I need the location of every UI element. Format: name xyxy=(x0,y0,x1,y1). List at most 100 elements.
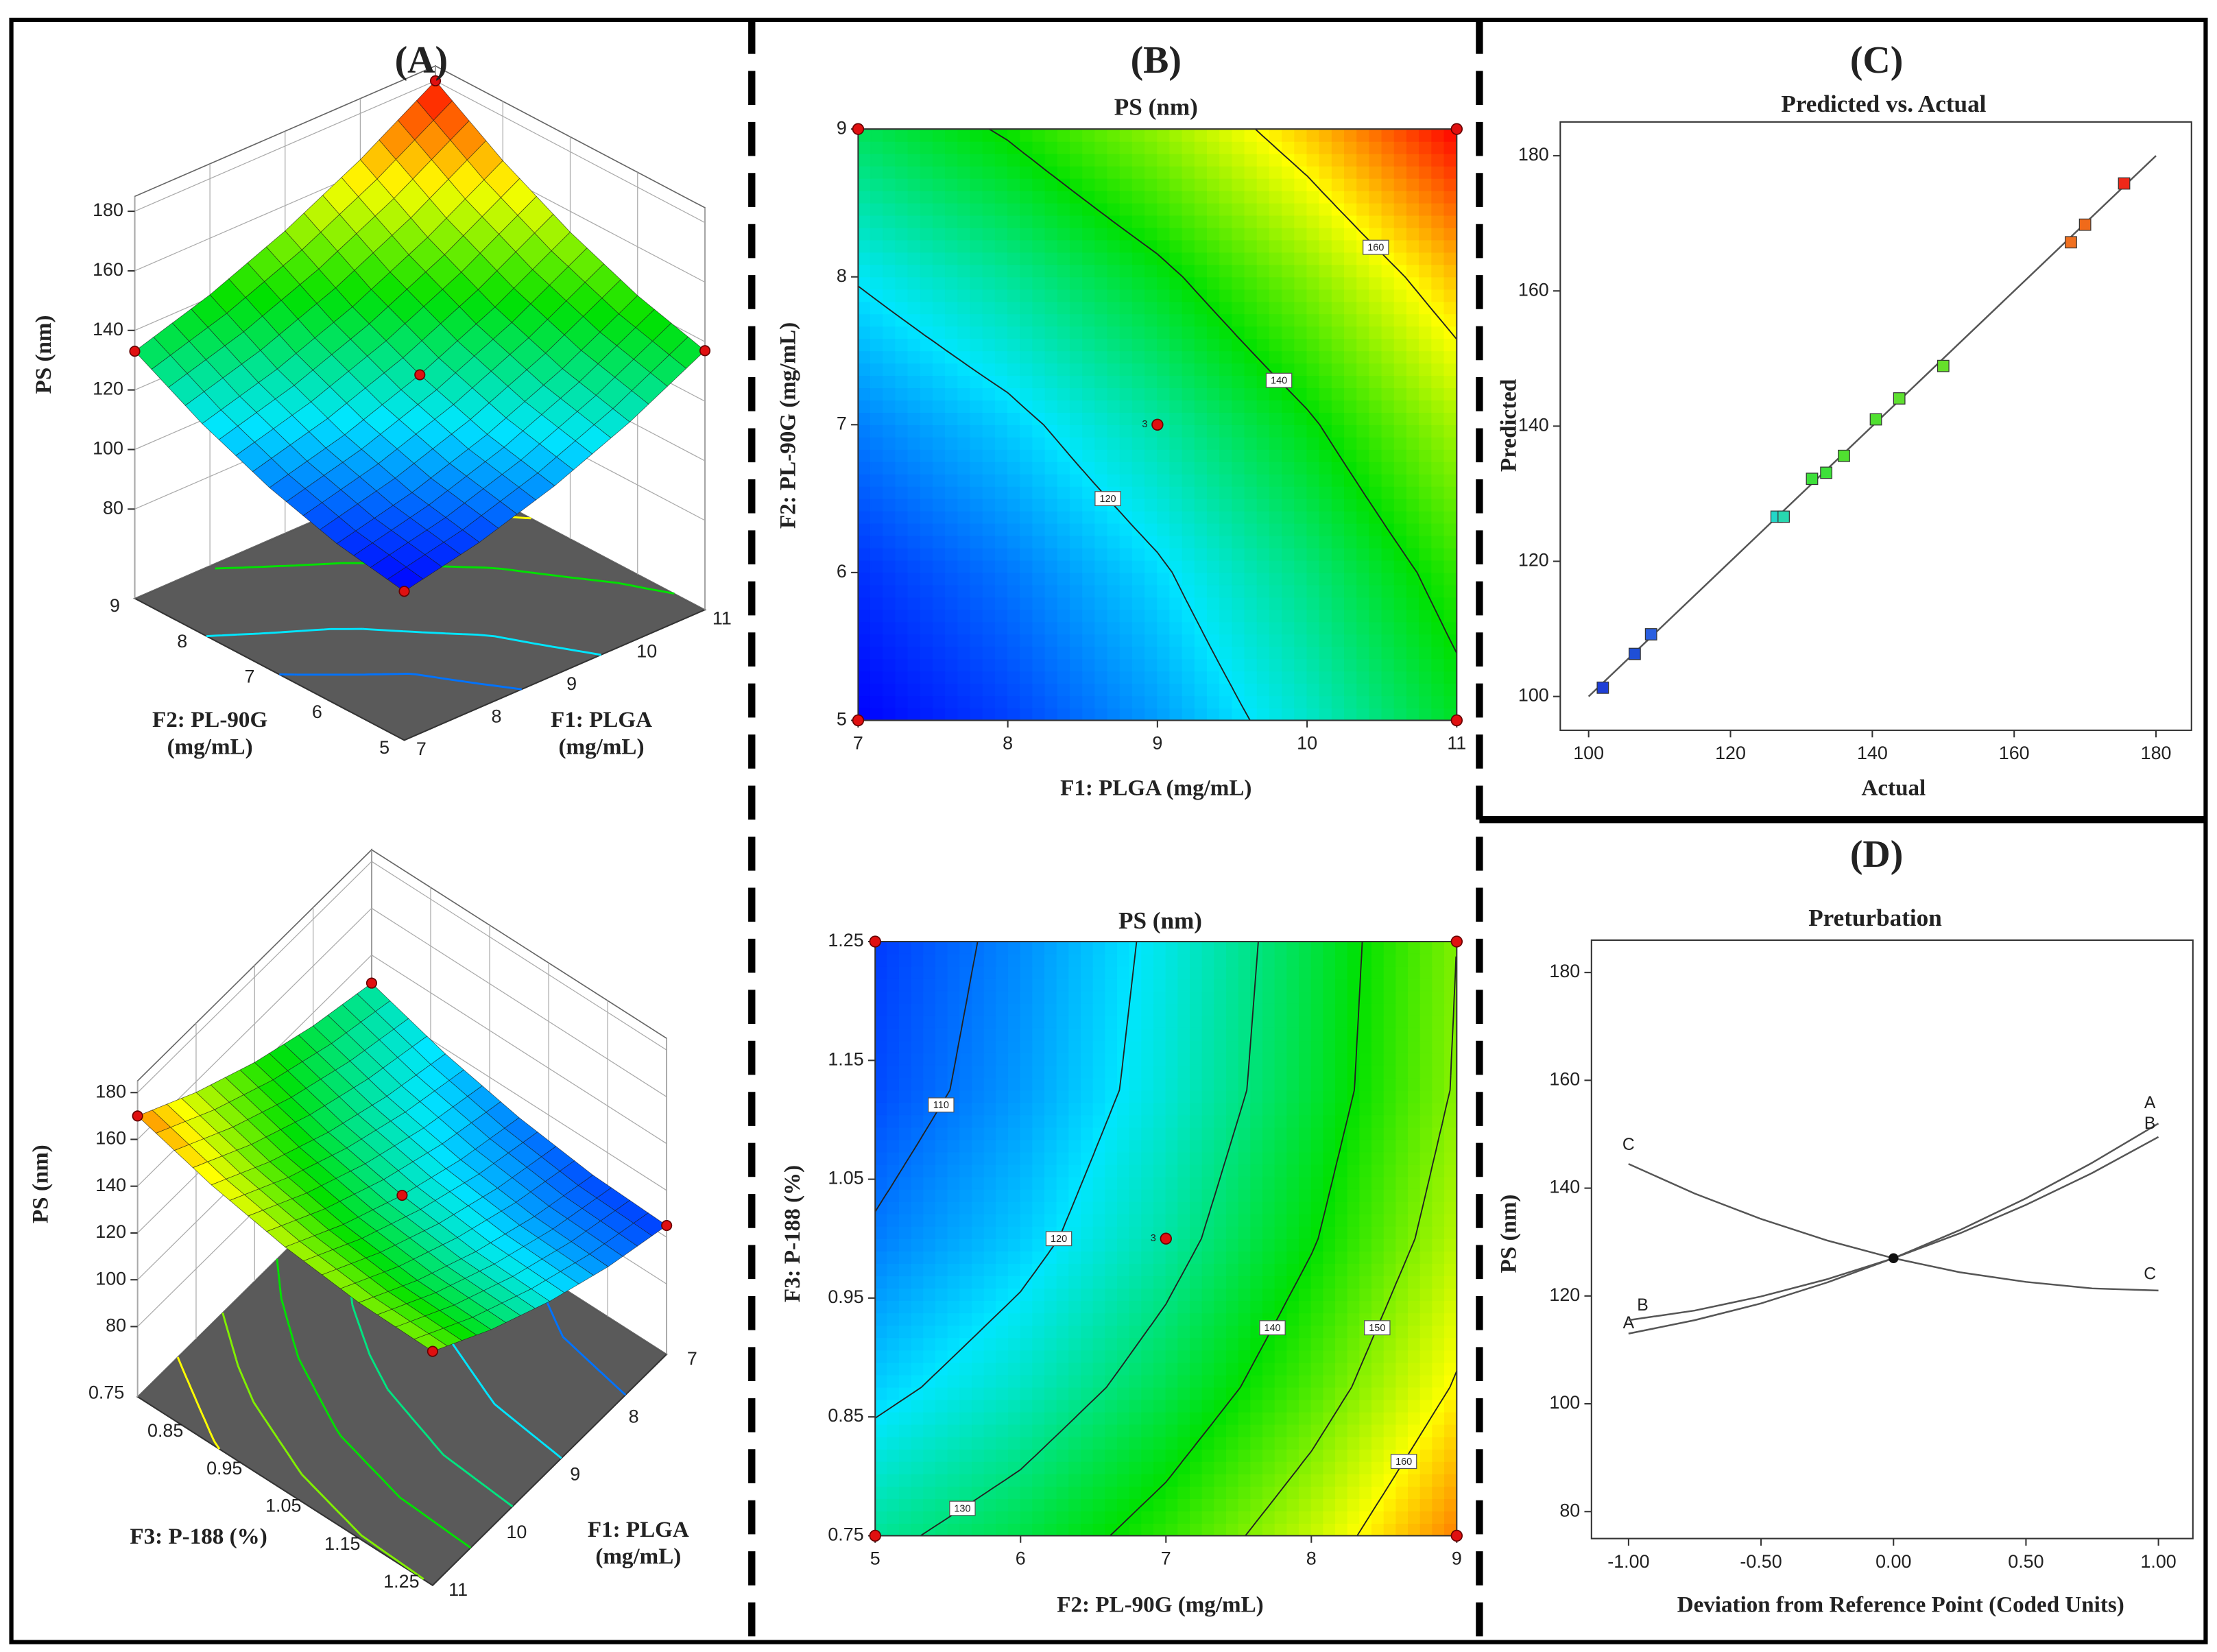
heat-cell xyxy=(935,1287,948,1302)
heat-cell xyxy=(1359,1498,1373,1511)
heat-cell xyxy=(1201,1188,1215,1202)
heat-cell xyxy=(1020,584,1033,598)
heat-cell xyxy=(1299,1362,1312,1376)
heat-cell xyxy=(923,1027,937,1042)
heat-cell xyxy=(1182,128,1196,142)
heat-cell xyxy=(1080,1387,1094,1400)
heat-cell xyxy=(959,1064,973,1079)
heat-cell xyxy=(1444,1238,1457,1252)
heat-cell xyxy=(1169,411,1183,425)
heat-cell xyxy=(1282,337,1295,352)
heat-cell xyxy=(935,1201,948,1214)
heat-cell xyxy=(920,535,934,549)
heat-cell xyxy=(947,1473,961,1487)
heat-cell xyxy=(1431,141,1445,154)
heat-cell xyxy=(1344,239,1358,253)
heat-cell xyxy=(1244,572,1258,586)
heat-cell xyxy=(1383,1387,1397,1400)
heat-cell xyxy=(1105,1337,1118,1351)
heat-cell xyxy=(1225,1510,1239,1524)
heat-cell xyxy=(994,239,1009,253)
heat-cell xyxy=(1069,473,1083,487)
heat-cell xyxy=(920,264,934,278)
heat-cell xyxy=(1431,547,1445,561)
heat-cell xyxy=(1157,461,1171,475)
heat-cell xyxy=(1007,1324,1021,1339)
heat-cell xyxy=(1256,572,1271,586)
heat-cell xyxy=(1299,1287,1312,1302)
heat-cell xyxy=(1206,621,1221,635)
heat-cell xyxy=(1347,1064,1361,1079)
heat-cell xyxy=(983,1201,997,1214)
heat-cell xyxy=(920,374,934,389)
heat-cell xyxy=(1131,597,1146,610)
heat-cell xyxy=(1219,252,1233,265)
heat-cell xyxy=(982,461,996,475)
heat-cell xyxy=(1214,1374,1227,1388)
heat-cell xyxy=(1116,1498,1130,1511)
heat-cell xyxy=(1359,1461,1373,1474)
heat-cell xyxy=(957,523,971,536)
heat-cell xyxy=(1116,1027,1130,1042)
heat-cell xyxy=(1165,1374,1179,1388)
heat-cell xyxy=(1419,141,1433,154)
heat-cell xyxy=(1145,448,1158,462)
heat-cell xyxy=(1225,1188,1239,1202)
heat-cell xyxy=(1169,510,1183,524)
heat-cell xyxy=(1299,1164,1312,1177)
heat-cell xyxy=(1419,1102,1433,1116)
heat-cell xyxy=(1244,670,1258,684)
heat-cell xyxy=(923,1324,937,1339)
heat-cell xyxy=(1359,1424,1373,1437)
heat-cell xyxy=(1443,141,1457,154)
x-axis-label: F1: PLGA xyxy=(551,708,652,732)
heat-cell xyxy=(1069,486,1083,499)
heat-cell xyxy=(1157,510,1171,524)
heat-cell xyxy=(1141,1362,1155,1376)
heat-cell xyxy=(898,1201,912,1214)
heat-cell xyxy=(1406,621,1420,635)
heat-cell xyxy=(1286,1448,1300,1462)
heat-cell xyxy=(1080,1139,1094,1153)
heat-cell xyxy=(1080,1102,1094,1116)
heat-cell xyxy=(970,609,983,623)
heat-cell xyxy=(1244,609,1258,623)
heat-cell xyxy=(1347,1114,1361,1128)
heat-cell xyxy=(1238,1424,1251,1437)
heat-cell xyxy=(970,276,983,290)
heat-cell xyxy=(898,1510,912,1524)
heat-cell xyxy=(1306,239,1320,253)
heat-cell xyxy=(1356,547,1370,561)
panel-label: (C) xyxy=(1850,39,1904,82)
heat-cell xyxy=(1177,1485,1191,1499)
heat-cell xyxy=(1194,597,1208,610)
heat-cell xyxy=(1007,535,1021,549)
heat-cell xyxy=(1344,560,1358,573)
heat-cell xyxy=(887,1510,900,1524)
heat-cell xyxy=(947,1139,961,1153)
heat-cell xyxy=(1082,362,1096,376)
heat-cell xyxy=(1082,227,1096,241)
heat-cell xyxy=(1294,411,1308,425)
heat-cell xyxy=(1044,1213,1057,1227)
heat-cell xyxy=(932,387,946,401)
heat-cell xyxy=(1057,597,1071,610)
heat-cell xyxy=(1044,1424,1057,1437)
heat-cell xyxy=(982,227,996,241)
heat-cell xyxy=(971,1064,985,1079)
heat-cell xyxy=(1068,1127,1082,1140)
heat-cell xyxy=(1256,498,1271,512)
heat-cell xyxy=(1408,1522,1421,1537)
heat-cell xyxy=(1044,621,1059,635)
heat-cell xyxy=(1431,215,1445,228)
panel-label: (A) xyxy=(395,39,448,82)
heat-cell xyxy=(1219,646,1233,660)
y-tick-label: 5 xyxy=(837,709,847,730)
heat-cell xyxy=(1419,1312,1433,1326)
heat-cell xyxy=(1238,1337,1251,1351)
heat-cell xyxy=(1419,1127,1433,1140)
heat-cell xyxy=(895,597,909,610)
heat-cell xyxy=(1395,1090,1409,1103)
heat-cell xyxy=(1092,1312,1106,1326)
heat-cell xyxy=(887,1485,900,1499)
